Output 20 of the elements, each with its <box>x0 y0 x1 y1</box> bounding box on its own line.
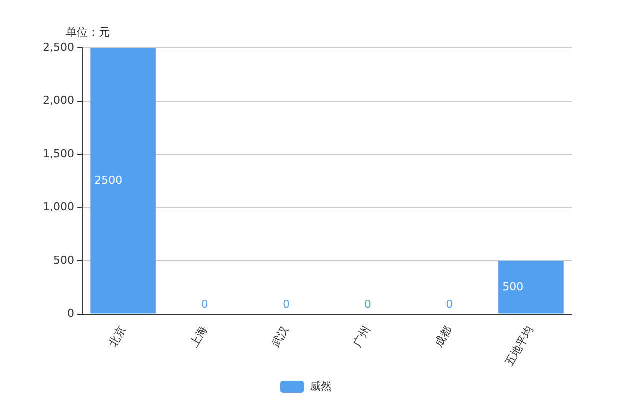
data-label: 0 <box>446 298 454 312</box>
y-tick-label: 0 <box>67 307 74 320</box>
y-tick-label: 1,500 <box>42 147 74 160</box>
x-tick-label: 武汉 <box>269 324 292 350</box>
data-label: 0 <box>364 298 372 312</box>
y-axis-title: 单位：元 <box>66 25 110 40</box>
x-tick-label: 广州 <box>350 324 374 350</box>
y-tick-label: 1,000 <box>42 200 74 214</box>
y-tick-label: 500 <box>53 254 74 267</box>
y-tick-label: 2,500 <box>42 40 74 54</box>
y-tick-label: 2,000 <box>42 94 74 108</box>
data-label: 0 <box>201 298 208 312</box>
x-tick-label: 上海 <box>188 324 210 350</box>
x-tick-label: 成都 <box>432 324 455 350</box>
data-label: 500 <box>502 280 524 294</box>
data-label: 2500 <box>94 174 123 187</box>
data-label: 0 <box>282 298 290 312</box>
x-tick-label: 五地平均 <box>503 324 536 369</box>
x-tick-label: 北京 <box>106 324 128 350</box>
legend-label: 威然 <box>310 380 332 393</box>
